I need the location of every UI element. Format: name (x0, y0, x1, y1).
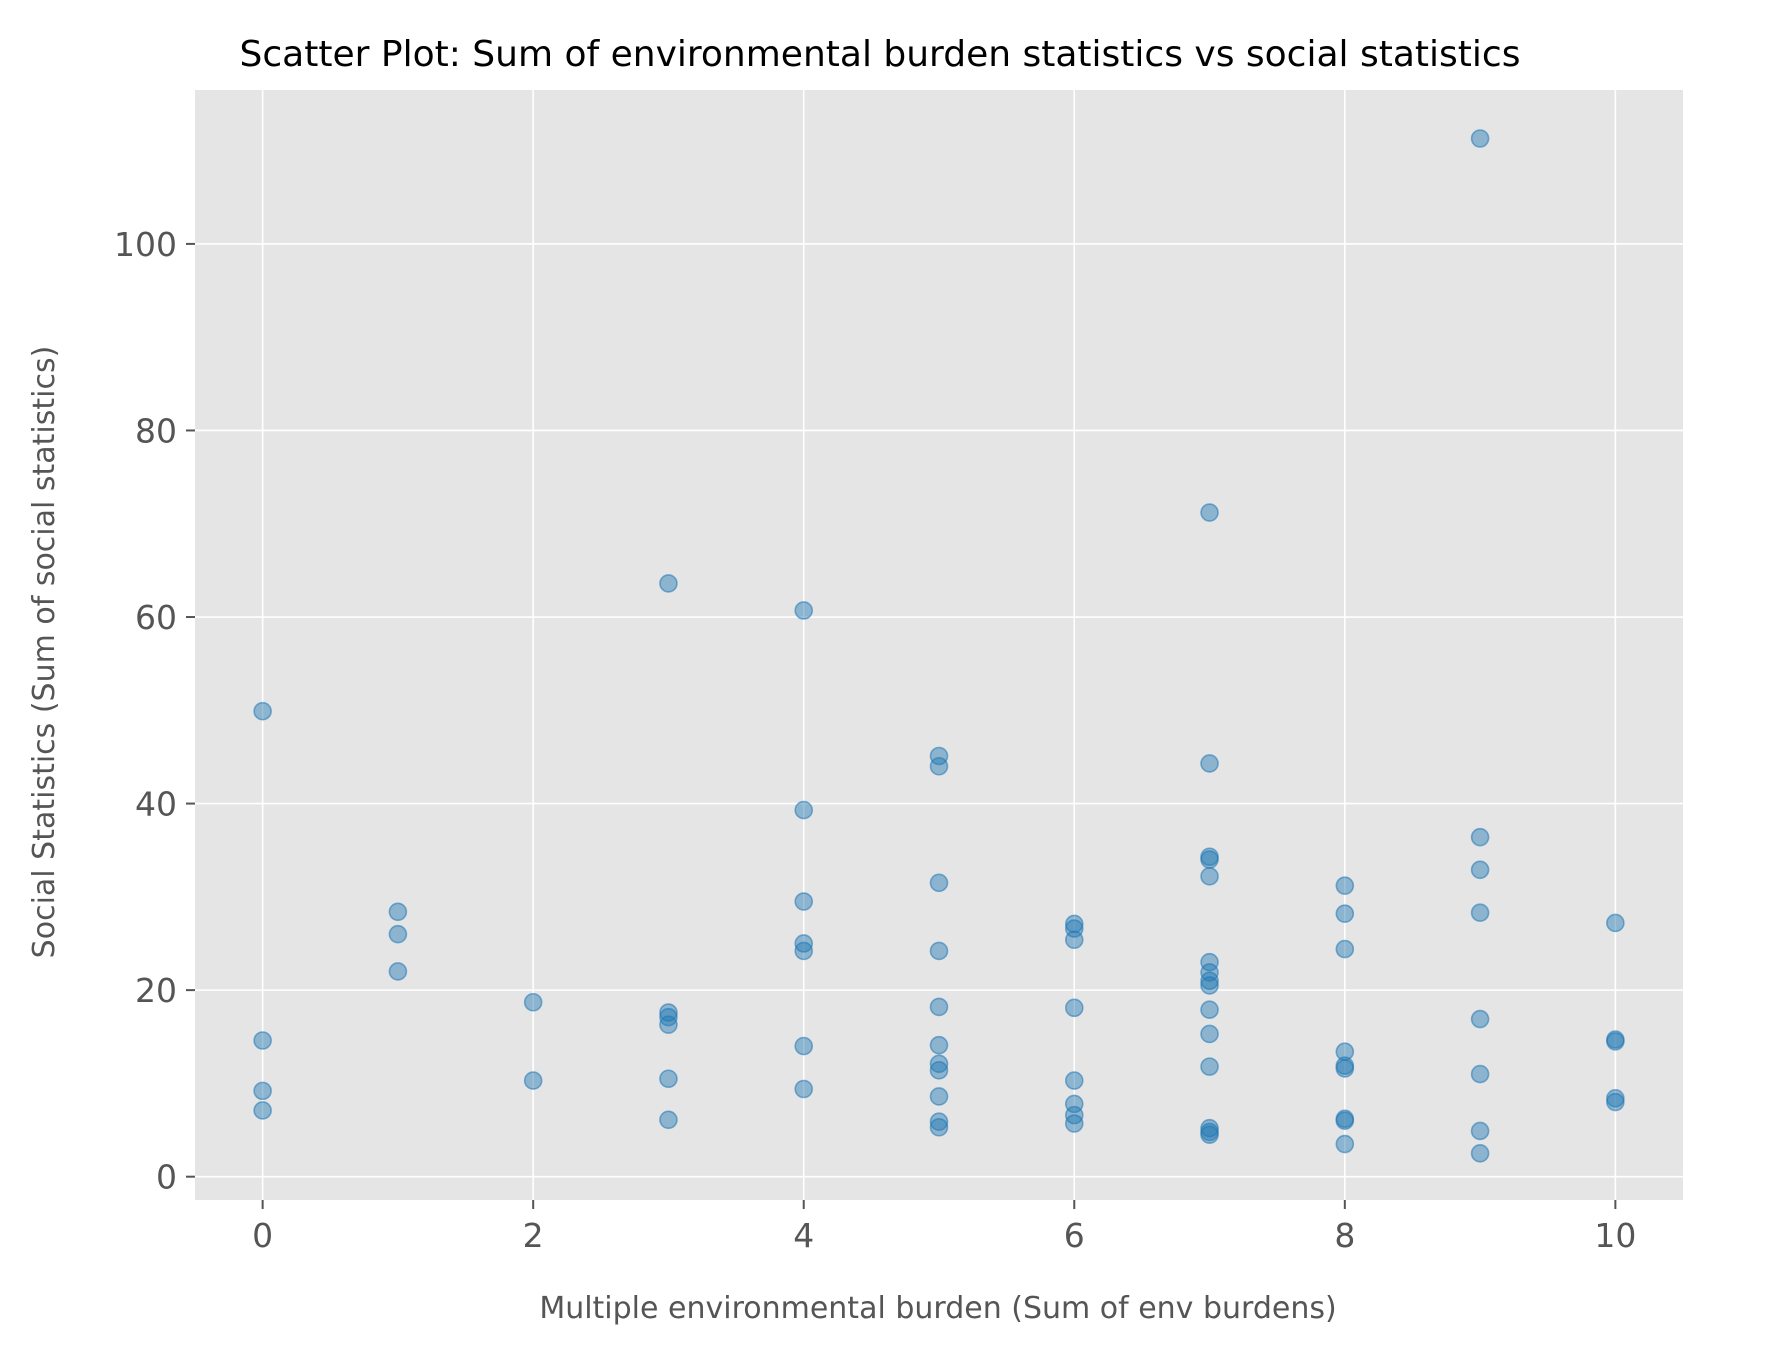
y-tick-label: 0 (156, 1158, 177, 1197)
plot-area (195, 90, 1683, 1200)
y-tick-label: 80 (135, 411, 177, 450)
data-point (929, 1117, 949, 1137)
data-point (794, 1036, 814, 1056)
data-point (1335, 1111, 1355, 1131)
data-point (1064, 998, 1084, 1018)
data-point (1200, 867, 1219, 886)
data-point (253, 701, 272, 721)
data-point (1470, 1064, 1490, 1084)
data-point (1470, 1144, 1490, 1163)
data-point (929, 1112, 949, 1131)
y-tick-label: 20 (135, 971, 177, 1010)
data-point (1335, 939, 1355, 959)
data-point (929, 873, 949, 893)
data-point (388, 924, 408, 944)
data-point (253, 1081, 272, 1101)
data-point (1335, 904, 1355, 923)
data-point (794, 800, 814, 820)
data-point (659, 1069, 678, 1089)
data-point (794, 892, 814, 911)
data-point (1064, 930, 1084, 950)
data-point (253, 1031, 272, 1050)
data-point (1064, 1114, 1084, 1133)
data-point (929, 941, 949, 961)
y-axis-label: Social Statistics (Sum of social statist… (27, 346, 62, 959)
x-tick-label: 2 (523, 1216, 544, 1255)
data-point (1064, 1071, 1084, 1090)
data-point (794, 1079, 814, 1099)
data-point (253, 1101, 272, 1120)
y-tick-label: 60 (135, 598, 177, 637)
data-point (929, 1087, 949, 1106)
y-tick-label: 40 (135, 785, 177, 824)
data-point (523, 992, 543, 1012)
data-point (1470, 129, 1490, 148)
data-point (388, 902, 408, 922)
data-point (388, 962, 408, 981)
data-point (1606, 913, 1625, 933)
data-point (1200, 503, 1219, 522)
data-point (794, 601, 814, 620)
data-point (929, 746, 949, 766)
data-point (929, 997, 949, 1017)
data-point (1335, 876, 1355, 895)
data-point (659, 1110, 678, 1130)
data-point (1606, 1032, 1625, 1051)
x-axis-label: Multiple environmental burden (Sum of en… (539, 1291, 1336, 1326)
data-point (794, 934, 814, 953)
data-point (1470, 827, 1490, 847)
data-point (1200, 952, 1219, 972)
x-tick-label: 4 (793, 1216, 814, 1255)
data-point (1470, 1121, 1490, 1141)
data-point (929, 1035, 949, 1055)
data-point (659, 1015, 678, 1034)
data-point (929, 1054, 949, 1074)
data-point (1606, 1092, 1625, 1112)
data-point (1200, 1057, 1219, 1076)
data-point (1470, 1009, 1490, 1029)
data-point (1335, 1134, 1355, 1154)
x-tick-label: 10 (1594, 1216, 1636, 1255)
data-point (1470, 903, 1490, 923)
x-tick-label: 6 (1064, 1216, 1085, 1255)
data-point (1470, 860, 1490, 880)
y-tick-label: 100 (114, 225, 177, 264)
data-point (1200, 971, 1219, 991)
data-point (523, 1071, 543, 1090)
grid-lines (195, 90, 1683, 1200)
data-point (1335, 1059, 1355, 1078)
data-points (253, 129, 1625, 1163)
data-point (794, 941, 814, 961)
data-point (929, 1061, 949, 1080)
data-point (1064, 914, 1084, 934)
x-tick-label: 0 (252, 1216, 273, 1255)
data-point (1200, 850, 1219, 869)
data-point (1200, 1000, 1219, 1020)
data-point (1200, 754, 1219, 773)
x-tick-label: 8 (1334, 1216, 1355, 1255)
data-point (1200, 1125, 1219, 1145)
data-point (1200, 1024, 1219, 1044)
data-point (1200, 976, 1219, 995)
data-point (929, 756, 949, 776)
data-point (659, 1007, 678, 1027)
data-point (659, 574, 678, 593)
chart-title: Scatter Plot: Sum of environmental burde… (240, 34, 1521, 75)
